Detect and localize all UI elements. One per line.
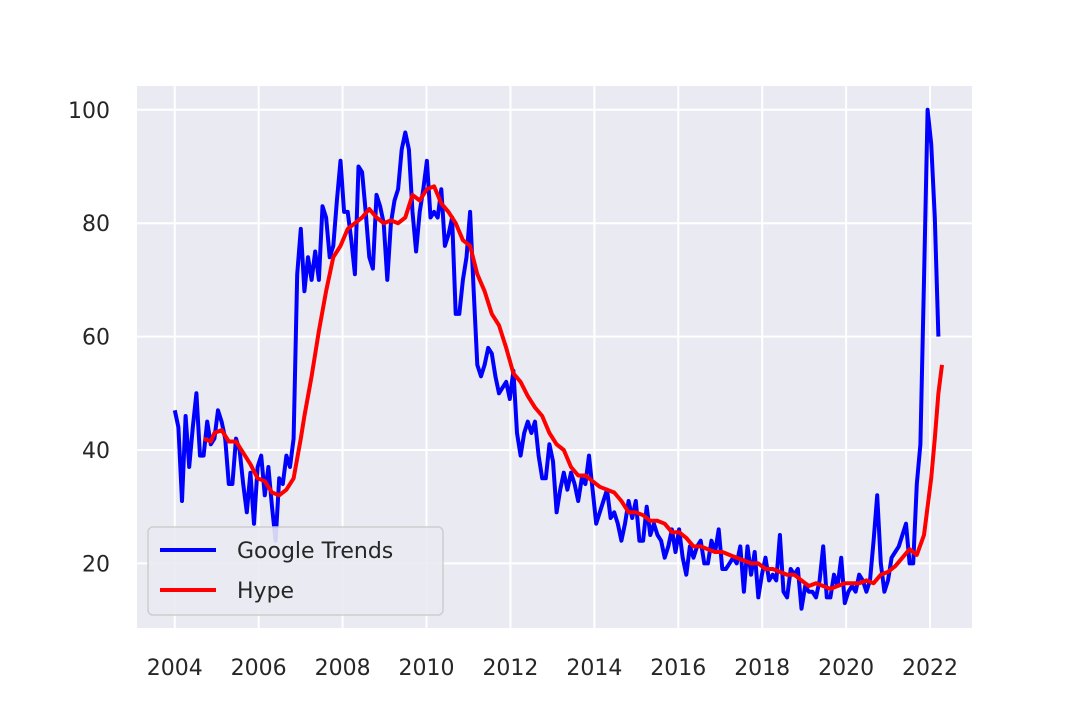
legend-label-hype: Hype: [237, 579, 294, 604]
y-tick-label: 100: [68, 99, 110, 124]
x-tick-label: 2018: [734, 656, 790, 681]
y-axis: 20 40 60 80 100: [68, 99, 110, 578]
x-tick-label: 2010: [399, 656, 455, 681]
y-tick-label: 80: [82, 212, 110, 237]
x-tick-label: 2014: [566, 656, 622, 681]
series-layer: [172, 107, 944, 611]
x-tick-label: 2022: [902, 656, 958, 681]
y-tick-label: 60: [82, 326, 110, 351]
x-axis: 2004 2006 2008 2010 2012 2014 2016 2018 2020 2022: [147, 656, 958, 681]
x-tick-label: 2006: [231, 656, 287, 681]
series-line-hype: [202, 184, 944, 591]
legend-label-google-trends: Google Trends: [237, 539, 393, 564]
x-tick-label: 2016: [650, 656, 706, 681]
y-tick-label: 20: [82, 552, 110, 577]
legend-box: [147, 526, 444, 616]
x-tick-label: 2004: [147, 656, 203, 681]
x-tick-label: 2020: [818, 656, 874, 681]
x-tick-label: 2008: [315, 656, 371, 681]
x-tick-label: 2012: [482, 656, 538, 681]
series-line-google-trends: [172, 107, 941, 611]
legend: Google Trends Hype: [147, 526, 444, 616]
y-tick-label: 40: [82, 439, 110, 464]
